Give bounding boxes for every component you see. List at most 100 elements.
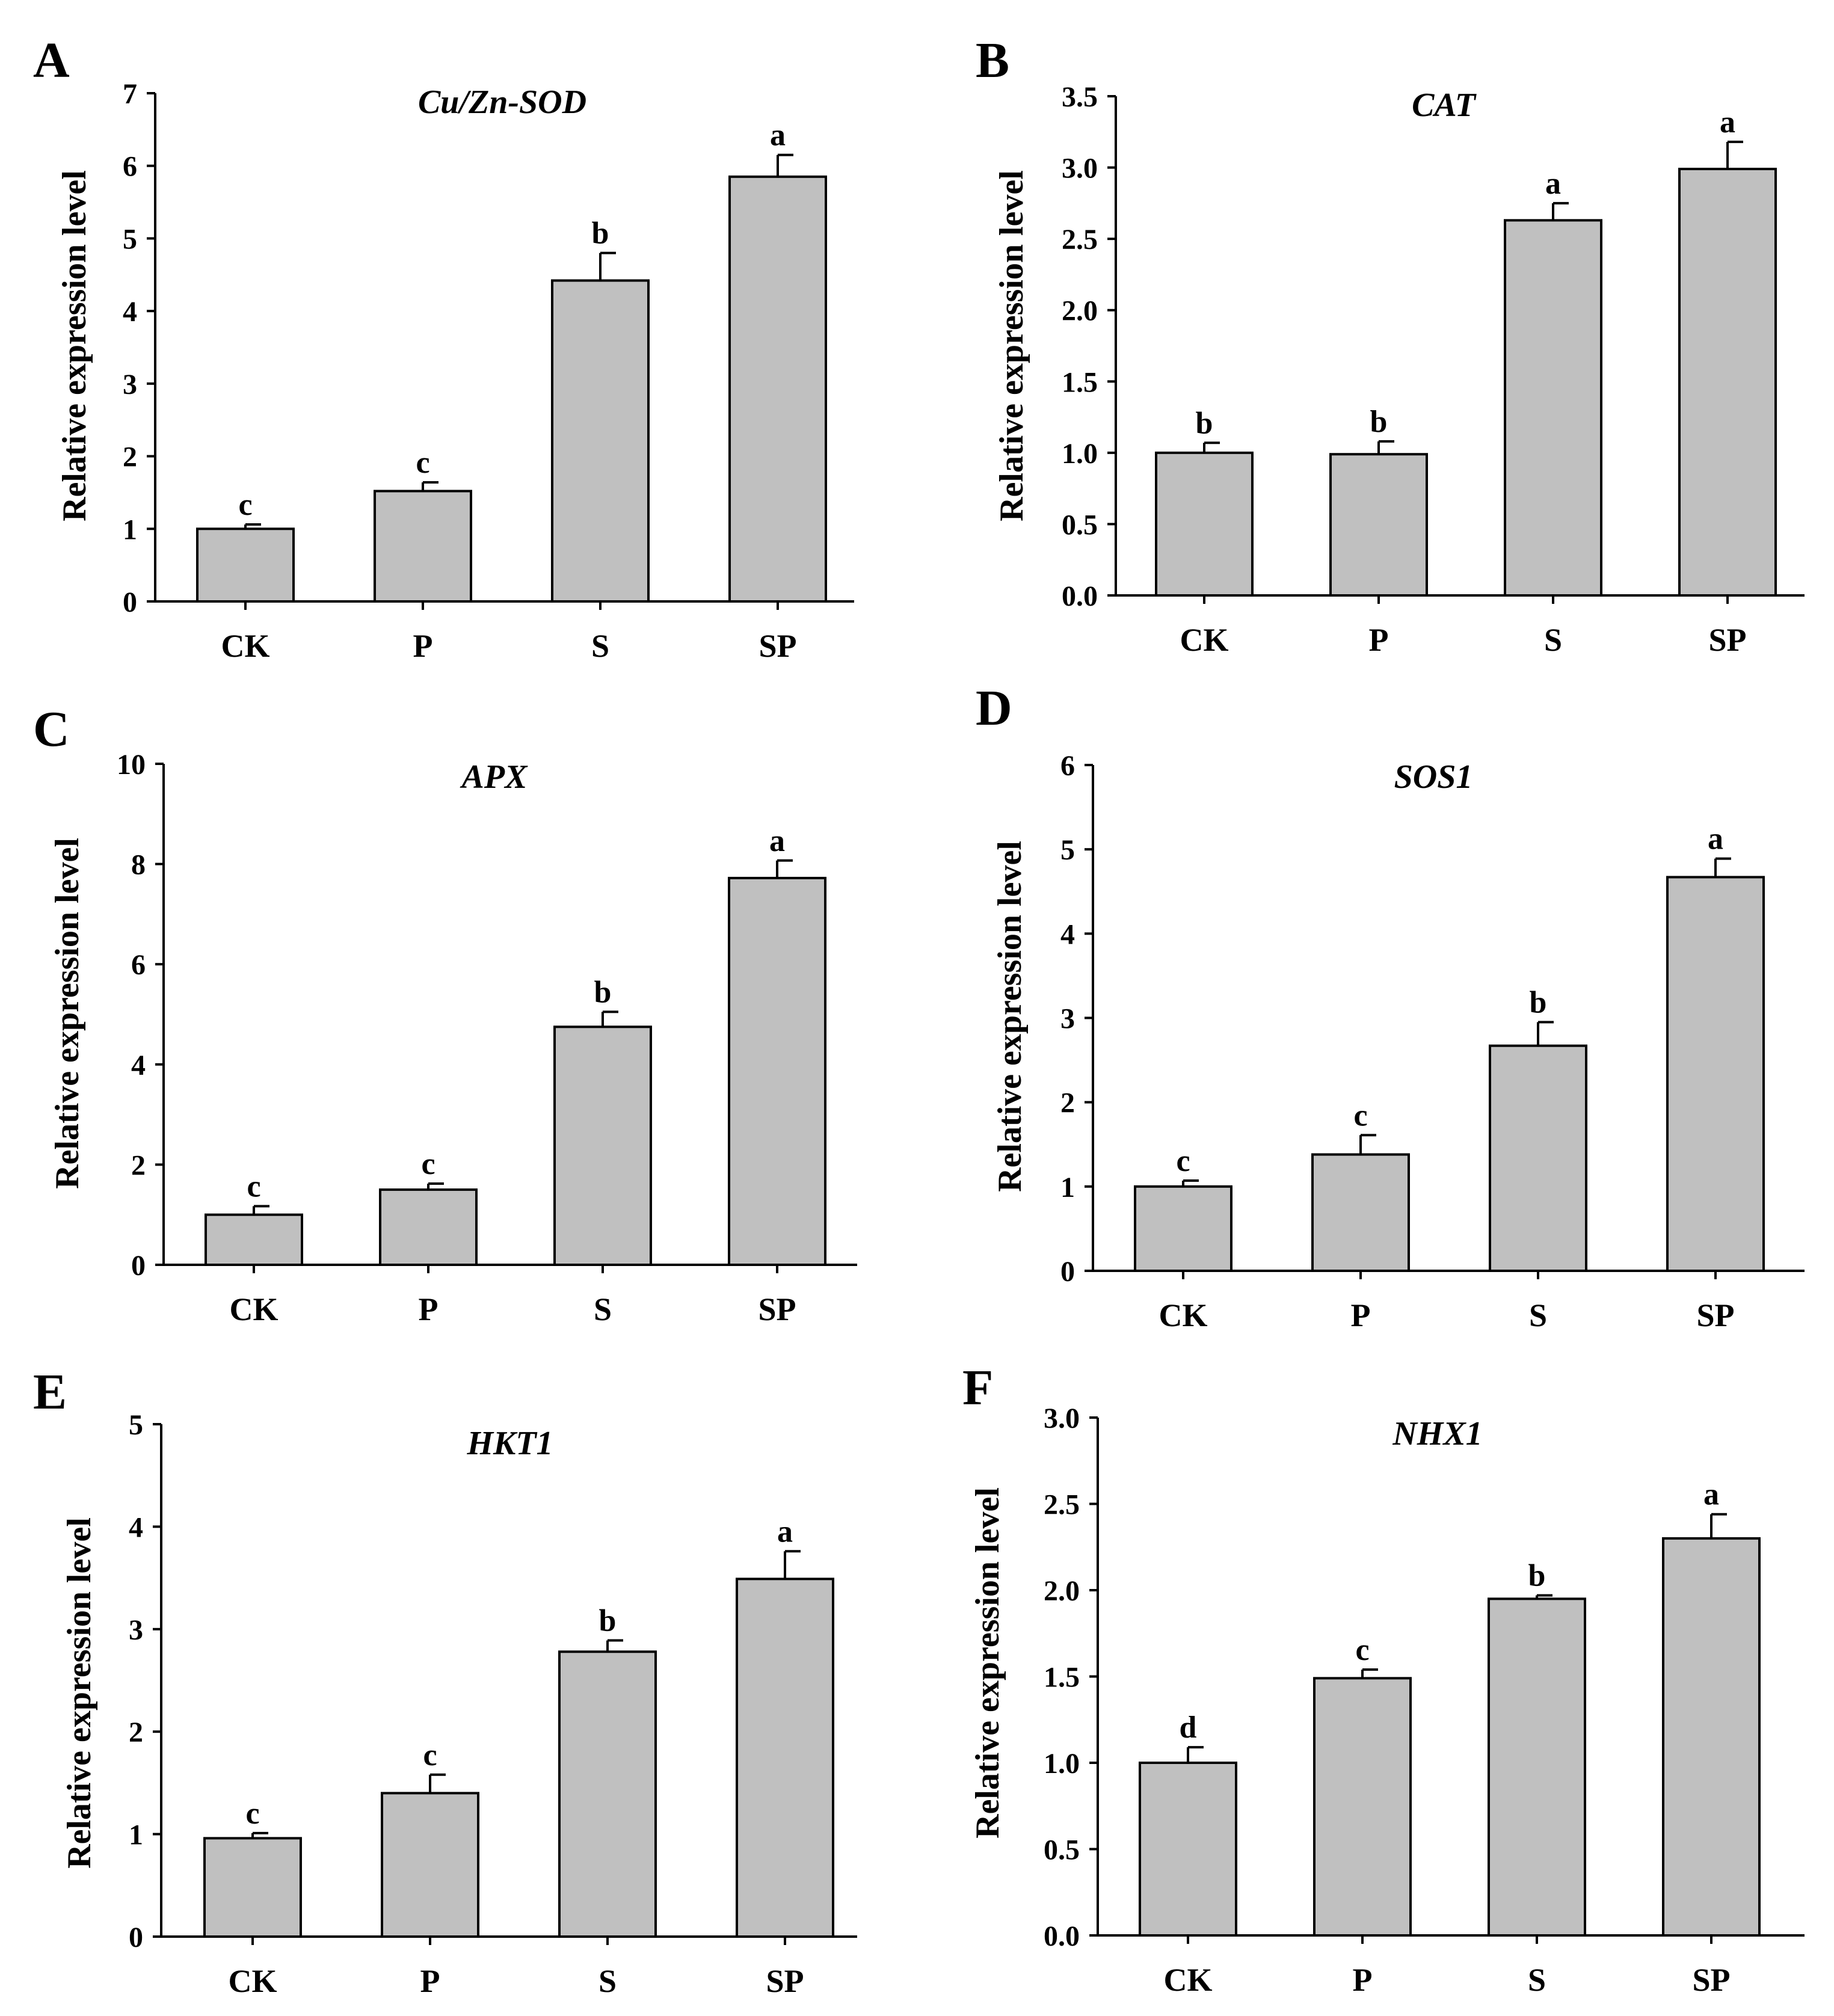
significance-letter: a — [777, 1514, 793, 1549]
y-tick-label: 2 — [129, 1716, 143, 1748]
x-tick-label: CK — [1159, 1297, 1208, 1333]
significance-letter: a — [1720, 105, 1735, 140]
bar — [1139, 1762, 1237, 1937]
significance-letter: c — [1355, 1633, 1369, 1667]
significance-letter: b — [592, 217, 609, 251]
bar — [381, 1792, 479, 1938]
panel-letter: C — [33, 701, 70, 757]
significance-letter: c — [423, 1738, 437, 1772]
y-tick-label: 6 — [123, 151, 137, 183]
y-axis-label: Relative expression level — [61, 1517, 98, 1869]
y-tick-label: 4 — [1060, 918, 1075, 950]
y-tick-label: 10 — [117, 749, 146, 781]
significance-letter: b — [1370, 405, 1388, 439]
significance-letter: c — [1353, 1098, 1367, 1132]
significance-letter: c — [421, 1147, 435, 1181]
y-tick-label: 1 — [1060, 1172, 1075, 1203]
y-tick-label: 0.0 — [1062, 580, 1098, 612]
y-tick-label: 0 — [1060, 1256, 1075, 1288]
significance-letter: b — [1530, 986, 1547, 1020]
chart-title: HKT1 — [466, 1425, 553, 1462]
significance-letter: a — [769, 824, 785, 858]
x-tick-label: P — [1369, 622, 1389, 658]
x-tick-label: CK — [229, 1963, 277, 1999]
x-tick-label: P — [420, 1963, 440, 1999]
panel-d: D SOS1 Relative expression level c CK c Pb S… — [976, 680, 1805, 1333]
y-axis-label: Relative expression level — [49, 838, 86, 1189]
significance-letter: c — [238, 488, 252, 522]
x-tick-label: S — [599, 1963, 617, 1999]
y-tick-label: 4 — [129, 1511, 143, 1543]
chart-title: CAT — [1412, 87, 1477, 124]
panel-letter: B — [976, 32, 1009, 88]
bar — [1329, 453, 1428, 597]
bar — [728, 175, 827, 603]
y-tick-label: 1 — [123, 514, 137, 545]
bar — [728, 876, 826, 1266]
bar — [1666, 876, 1765, 1272]
panel-f: F NHX1 Relative expression level d CK c Pb S… — [962, 1360, 1805, 1998]
y-tick-label: 5 — [1060, 834, 1075, 866]
bar — [553, 1025, 652, 1266]
y-tick-label: 1.0 — [1044, 1748, 1080, 1780]
significance-letter: a — [1545, 167, 1561, 201]
significance-letter: b — [1196, 406, 1213, 440]
bar — [1155, 451, 1254, 597]
y-tick-label: 0 — [123, 586, 137, 618]
bar — [551, 279, 650, 603]
panel-c: C APX Relative expression level c CK c Pb Sa… — [33, 701, 857, 1327]
bar — [1662, 1537, 1761, 1937]
x-tick-label: CK — [221, 628, 270, 664]
bar — [1134, 1185, 1232, 1273]
y-axis-label: Relative expression level — [991, 841, 1029, 1192]
significance-letter: a — [770, 118, 786, 153]
x-tick-label: P — [413, 628, 433, 664]
x-tick-label: S — [1528, 1962, 1546, 1998]
y-tick-label: 5 — [123, 223, 137, 255]
y-tick-label: 7 — [123, 78, 137, 110]
x-tick-label: P — [1353, 1962, 1373, 1998]
y-axis-label: Relative expression level — [56, 170, 93, 521]
significance-letter: c — [416, 446, 429, 480]
x-tick-label: CK — [1180, 622, 1229, 658]
y-tick-label: 3.0 — [1062, 153, 1098, 185]
x-tick-label: CK — [230, 1291, 278, 1327]
y-tick-label: 3.5 — [1062, 81, 1098, 113]
x-tick-label: SP — [1696, 1297, 1734, 1333]
chart-title: Cu/Zn-SOD — [418, 84, 586, 121]
bar — [379, 1188, 478, 1267]
significance-letter: b — [594, 975, 612, 1009]
panel-a: A Cu/Zn-SOD Relative expression level c C… — [33, 32, 854, 664]
y-tick-label: 6 — [131, 949, 146, 981]
y-tick-label: 4 — [123, 296, 137, 328]
x-tick-label: SP — [759, 628, 796, 664]
bar — [374, 490, 472, 603]
x-tick-label: CK — [1164, 1962, 1213, 1998]
significance-letter: a — [1708, 822, 1723, 856]
chart-title: NHX1 — [1392, 1415, 1482, 1452]
y-tick-label: 4 — [131, 1049, 146, 1081]
y-tick-label: 0.5 — [1044, 1834, 1080, 1866]
x-tick-label: P — [1351, 1297, 1371, 1333]
y-tick-label: 3 — [129, 1614, 143, 1646]
y-tick-label: 2.0 — [1044, 1575, 1080, 1607]
y-axis-label: Relative expression level — [993, 170, 1030, 521]
y-tick-label: 6 — [1060, 750, 1075, 782]
x-tick-label: SP — [758, 1291, 796, 1327]
y-axis-label: Relative expression level — [969, 1487, 1006, 1839]
x-tick-label: SP — [766, 1963, 804, 1999]
y-tick-label: 0 — [131, 1250, 146, 1282]
y-tick-label: 8 — [131, 849, 146, 881]
y-tick-label: 3 — [123, 369, 137, 401]
y-tick-label: 2 — [123, 441, 137, 473]
y-tick-label: 1.0 — [1062, 438, 1098, 470]
panel-letter: F — [962, 1360, 993, 1416]
y-tick-label: 0.0 — [1044, 1920, 1080, 1952]
panel-e: E HKT1 Relative expression level c CK c Pb S… — [33, 1364, 857, 1999]
y-tick-label: 3.0 — [1044, 1403, 1080, 1434]
significance-letter: c — [247, 1170, 260, 1204]
significance-letter: c — [1176, 1144, 1190, 1178]
bar — [736, 1578, 834, 1938]
significance-letter: b — [599, 1604, 617, 1638]
